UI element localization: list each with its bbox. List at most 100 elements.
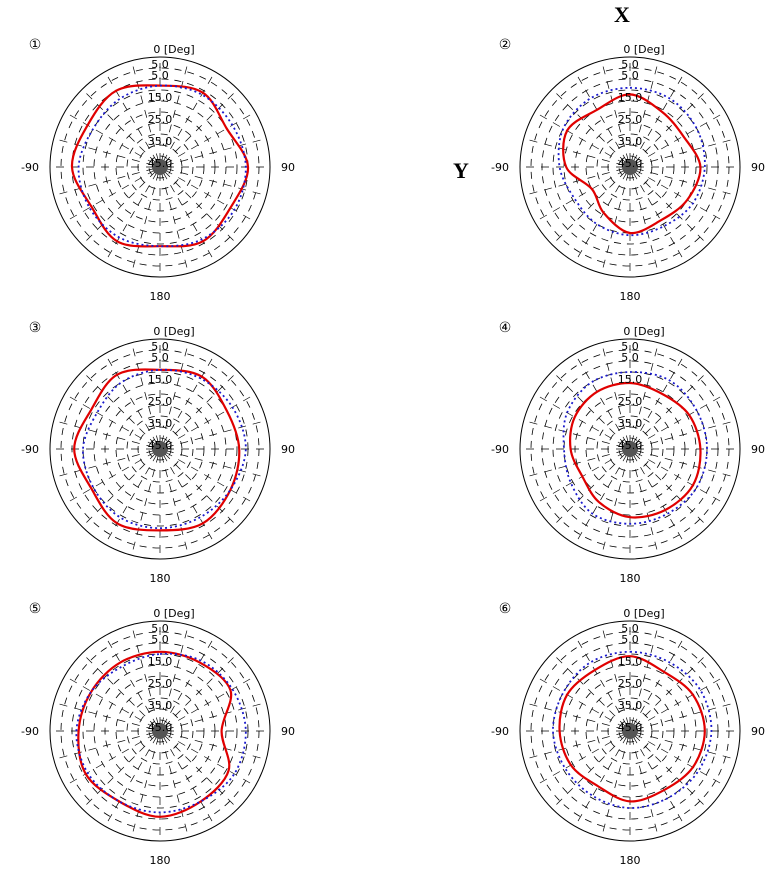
grid-spoke [574,71,628,162]
radial-tick-label: 5.0 [621,58,639,71]
radial-tick-label: 15.0 [618,655,643,668]
outer-ring [519,338,741,560]
grid-spoke [165,450,267,478]
outer-ring [519,620,741,842]
series-solid-line [562,93,702,235]
series-solid-line [77,650,233,818]
grid-ring [552,371,708,527]
panel-marker: ⑤ [29,601,42,617]
grid-spoke [632,736,686,827]
series-dotted-line [82,368,247,530]
grid-spoke [574,635,628,726]
grid-spoke [53,450,155,478]
grid-spoke [601,454,629,556]
grid-ring [126,133,194,201]
grid-spoke [574,172,628,263]
angle-label-top: 0 [Deg] [153,325,194,338]
radial-tick-label: 35.0 [148,417,173,430]
radial-tick-label: 25.0 [148,113,173,126]
grid-spoke [104,635,158,726]
radial-tick-label: 15.0 [148,91,173,104]
grid-spoke [131,342,159,444]
grid-spoke [165,168,267,196]
radial-tick-label: 5.0 [621,69,639,82]
grid-spoke [632,353,686,444]
grid-spoke [632,172,686,263]
grid-ring [552,89,708,245]
grid-ring [82,371,238,527]
grid-spoke [601,736,629,838]
grid-spoke [635,420,737,448]
panel-marker: ② [499,37,512,53]
grid-ring [596,697,664,765]
grid-spoke [551,370,627,446]
center-hub [622,159,638,175]
grid-spoke [523,138,625,166]
grid-spoke [635,732,737,760]
grid-spoke [165,393,256,447]
radial-tick-label: 5.0 [621,633,639,646]
grid-spoke [165,675,256,729]
grid-spoke [534,675,625,729]
grid-spoke [161,454,189,556]
grid-spoke [635,451,726,505]
radial-tick-label: 35.0 [148,135,173,148]
angle-label-right: 90 [281,443,295,456]
polar-panel-5: 5.05.0 15.0 25.0 35.0 45.0 0 [Deg] 90 180 -90 ⑤ [21,601,295,867]
panel-marker: ⑥ [499,601,512,617]
grid-spoke [131,454,159,556]
grid-spoke [81,370,157,446]
grid-spoke [104,353,158,444]
polar-panel-3: 5.05.0 15.0 25.0 35.0 45.0 0 [Deg] 90 180 -90 ③ [21,320,295,585]
grid-spoke [53,732,155,760]
series-solid-line [73,368,241,532]
grid-spoke [633,652,709,728]
grid-spoke [631,172,659,274]
angle-label-bottom: 180 [150,290,171,303]
grid-spoke [81,170,157,246]
grid-spoke [631,454,659,556]
grid-spoke [163,652,239,728]
grid-ring [82,653,238,809]
angle-label-right: 90 [281,161,295,174]
grid-spoke [633,88,709,164]
angle-label-left: -90 [21,443,39,456]
polar-panel-4: 5.05.0 15.0 25.0 35.0 45.0 0 [Deg] 90 180 -90 ④ [491,320,765,585]
grid-spoke [635,733,726,787]
radial-tick-label: 25.0 [618,677,643,690]
radial-tick-label: 45.0 [148,157,173,170]
series-solid-line [70,84,250,248]
radial-tick-label: 5.0 [621,340,639,353]
grid-spoke [633,734,709,810]
grid-spoke [163,88,239,164]
radial-tick-label: 25.0 [618,113,643,126]
grid-spoke [551,88,627,164]
grid-spoke [165,420,267,448]
grid-spoke [534,451,625,505]
angle-label-left: -90 [21,725,39,738]
grid-spoke [635,702,737,730]
grid-spoke [523,732,625,760]
y-axis-letter: Y [453,158,469,183]
radial-tick-label: 5.0 [151,633,169,646]
grid-ring [82,89,238,245]
grid-spoke [64,111,155,165]
grid-spoke [131,60,159,162]
angle-label-right: 90 [751,443,765,456]
grid-spoke [163,734,239,810]
grid-spoke [523,450,625,478]
radial-tick-label: 35.0 [618,417,643,430]
grid-spoke [601,624,629,726]
grid-spoke [165,169,256,223]
grid-spoke [635,169,726,223]
grid-spoke [162,454,216,545]
outer-ring [49,56,271,278]
grid-spoke [81,88,157,164]
radial-tick-label: 25.0 [618,395,643,408]
grid-spoke [551,652,627,728]
grid-spoke [131,624,159,726]
radial-tick-label: 5.0 [621,351,639,364]
radial-tick-label: 5.0 [151,622,169,635]
angle-label-bottom: 180 [620,290,641,303]
